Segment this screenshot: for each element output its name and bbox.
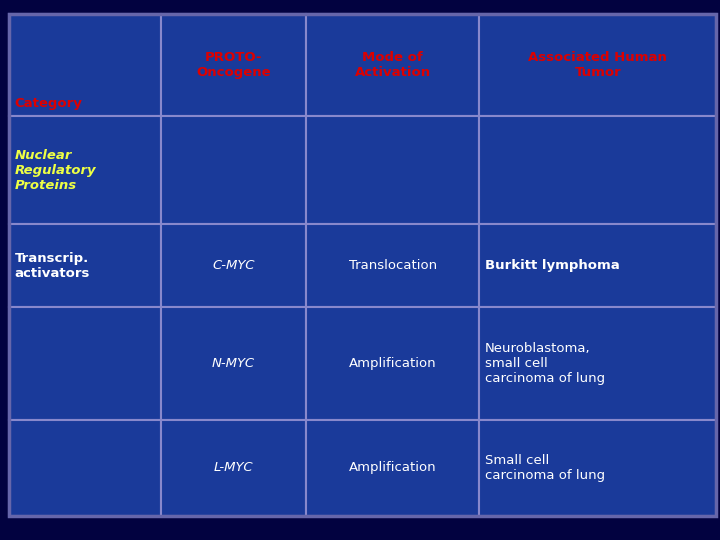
Bar <box>306 225 480 307</box>
Bar <box>161 307 306 420</box>
Bar <box>9 225 161 307</box>
Bar <box>161 420 306 516</box>
Text: Nuclear
Regulatory
Proteins: Nuclear Regulatory Proteins <box>14 149 96 192</box>
Text: Mode of
Activation: Mode of Activation <box>354 51 431 79</box>
Text: Amplification: Amplification <box>348 357 436 370</box>
Text: Category: Category <box>14 97 82 110</box>
Bar <box>161 225 306 307</box>
Text: Burkitt lymphoma: Burkitt lymphoma <box>485 259 620 272</box>
Text: Translocation: Translocation <box>348 259 436 272</box>
Text: Transcrip.
activators: Transcrip. activators <box>14 252 90 280</box>
Bar <box>9 307 161 420</box>
Text: Associated Human
Tumor: Associated Human Tumor <box>528 51 667 79</box>
Bar <box>480 14 716 117</box>
Text: Neuroblastoma,
small cell
carcinoma of lung: Neuroblastoma, small cell carcinoma of l… <box>485 342 606 385</box>
Text: Amplification: Amplification <box>348 462 436 475</box>
Bar <box>480 420 716 516</box>
Text: PROTO-
Oncogene: PROTO- Oncogene <box>196 51 271 79</box>
Bar <box>9 420 161 516</box>
Text: C-MYC: C-MYC <box>212 259 255 272</box>
Bar <box>9 14 161 117</box>
Text: Small cell
carcinoma of lung: Small cell carcinoma of lung <box>485 454 606 482</box>
Text: N-MYC: N-MYC <box>212 357 255 370</box>
Bar <box>306 117 480 225</box>
Bar <box>480 117 716 225</box>
Bar <box>480 225 716 307</box>
Bar <box>306 14 480 117</box>
Bar <box>306 307 480 420</box>
Bar <box>9 117 161 225</box>
Bar <box>161 14 306 117</box>
Bar <box>306 420 480 516</box>
Text: L-MYC: L-MYC <box>214 462 253 475</box>
Bar <box>480 307 716 420</box>
Bar <box>161 117 306 225</box>
